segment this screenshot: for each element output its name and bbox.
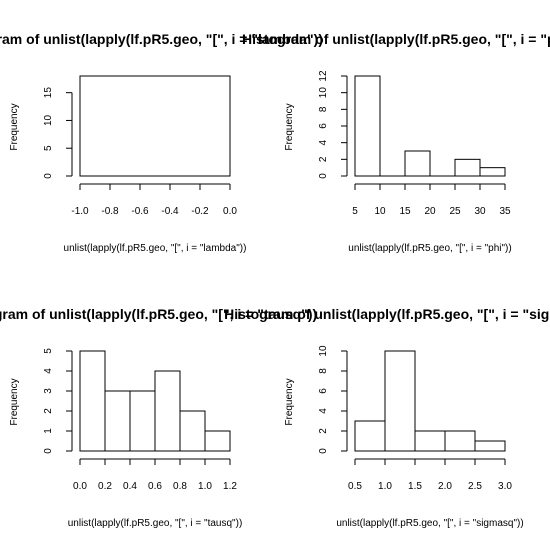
y-tick-label: 4	[318, 139, 329, 145]
histogram-bar	[79, 350, 106, 452]
x-tick-label: -1.0	[71, 206, 89, 217]
x-tick-label: 2.5	[468, 481, 482, 492]
histogram-bar	[104, 390, 131, 452]
histogram-bar	[479, 167, 506, 177]
y-tick-label: 8	[318, 368, 329, 374]
y-axis-label: Frequency	[9, 103, 20, 150]
y-tick-label: 4	[43, 368, 54, 374]
y-tick-label: 0	[43, 448, 54, 454]
x-tick-label: 0.5	[348, 481, 362, 492]
plot-area: 0.5 1.0 1.5 2.0 2.5 3.0 0 2 4 6 8 10	[318, 345, 512, 492]
x-tick-label: 1.5	[408, 481, 422, 492]
histogram-bar	[354, 75, 381, 177]
histogram-bar	[154, 370, 181, 452]
x-tick-label: 10	[374, 206, 386, 217]
y-tick-label: 3	[43, 388, 54, 394]
x-tick-label: 5	[352, 206, 358, 217]
histogram-bar	[179, 410, 206, 452]
x-tick-label: -0.8	[101, 206, 119, 217]
panel-tausq: Histogram of unlist(lapply(lf.pR5.geo, "…	[0, 306, 317, 529]
histogram-bar	[384, 350, 416, 452]
histogram-bar	[444, 430, 476, 452]
y-tick-label: 12	[318, 70, 329, 82]
x-tick-label: -0.4	[161, 206, 179, 217]
x-axis-label: unlist(lapply(lf.pR5.geo, "[", i = "sigm…	[336, 518, 523, 529]
y-axis-label: Frequency	[284, 378, 295, 425]
y-tick-label: 2	[318, 428, 329, 434]
histogram-bar	[354, 420, 386, 452]
y-tick-label: 2	[43, 408, 54, 414]
y-tick-label: 4	[318, 408, 329, 414]
y-tick-label: 10	[318, 345, 329, 357]
x-tick-label: 0.2	[98, 481, 112, 492]
x-axis-label: unlist(lapply(lf.pR5.geo, "[", i = "taus…	[68, 518, 243, 529]
y-tick-label: 10	[43, 114, 54, 126]
x-tick-label: 1.2	[223, 481, 237, 492]
histogram-bar	[474, 440, 506, 452]
x-tick-label: 0.0	[73, 481, 87, 492]
panel-sigmasq: Histogram of unlist(lapply(lf.pR5.geo, "…	[224, 306, 550, 529]
histogram-bar	[129, 390, 156, 452]
x-tick-label: 1.0	[378, 481, 392, 492]
y-axis-label: Frequency	[284, 103, 295, 150]
y-tick-label: 0	[43, 173, 54, 179]
x-tick-label: -0.2	[191, 206, 209, 217]
y-tick-label: 15	[43, 87, 54, 99]
x-tick-label: 35	[499, 206, 511, 217]
x-tick-label: 20	[424, 206, 436, 217]
panel-lambda: Histogram of unlist(lapply(lf.pR5.geo, "…	[0, 31, 323, 254]
y-tick-label: 8	[318, 106, 329, 112]
panel-title: Histogram of unlist(lapply(lf.pR5.geo, "…	[0, 306, 317, 322]
plot-area: 0.0 0.2 0.4 0.6 0.8 1.0 1.2 0 1 2 3 4 5	[43, 348, 237, 492]
y-tick-label: 1	[43, 428, 54, 434]
y-tick-label: 10	[318, 87, 329, 99]
x-tick-label: 0.0	[223, 206, 237, 217]
x-axis-label: unlist(lapply(lf.pR5.geo, "[", i = "lamb…	[64, 243, 247, 254]
histogram-bar	[404, 150, 431, 177]
y-tick-label: 2	[318, 156, 329, 162]
x-axis-label: unlist(lapply(lf.pR5.geo, "[", i = "phi"…	[348, 243, 511, 254]
histogram-bar	[454, 158, 481, 177]
x-tick-label: -0.6	[131, 206, 149, 217]
x-tick-label: 25	[449, 206, 461, 217]
histogram-bar	[79, 75, 231, 177]
x-tick-label: 0.4	[123, 481, 137, 492]
y-tick-label: 0	[318, 448, 329, 454]
panel-title: Histogram of unlist(lapply(lf.pR5.geo, "…	[242, 31, 550, 47]
x-tick-label: 1.0	[198, 481, 212, 492]
y-tick-label: 5	[43, 145, 54, 151]
plot-area: 5 10 15 20 25 30 35 0 2 4 6 8 10 12	[318, 70, 511, 217]
histogram-bar	[204, 430, 231, 452]
histogram-bar	[414, 430, 446, 452]
y-tick-label: 0	[318, 173, 329, 179]
panel-title: Histogram of unlist(lapply(lf.pR5.geo, "…	[224, 306, 550, 322]
y-tick-label: 6	[318, 388, 329, 394]
y-axis-label: Frequency	[9, 378, 20, 425]
y-tick-label: 6	[318, 123, 329, 129]
panel-title: Histogram of unlist(lapply(lf.pR5.geo, "…	[0, 31, 323, 47]
plot-area: -1.0 -0.8 -0.6 -0.4 -0.2 0.0 0 5 10 15	[43, 75, 237, 217]
x-tick-label: 0.8	[173, 481, 187, 492]
x-tick-label: 0.6	[148, 481, 162, 492]
panel-phi: Histogram of unlist(lapply(lf.pR5.geo, "…	[242, 31, 550, 254]
y-tick-label: 5	[43, 348, 54, 354]
x-tick-label: 2.0	[438, 481, 452, 492]
x-tick-label: 30	[474, 206, 486, 217]
x-tick-label: 3.0	[498, 481, 512, 492]
x-tick-label: 15	[399, 206, 411, 217]
